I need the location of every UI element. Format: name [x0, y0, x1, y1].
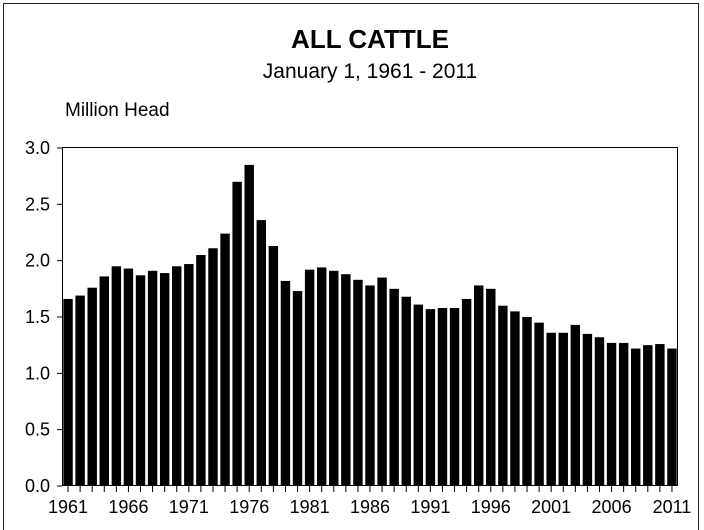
- y-tick-label: 0.5: [25, 420, 50, 440]
- bar-1967: [135, 275, 146, 486]
- bar-1984: [341, 274, 351, 486]
- x-tick-label: 1991: [410, 497, 450, 517]
- bar-1972: [196, 255, 206, 486]
- y-tick-label: 3.0: [25, 138, 50, 158]
- bar-2004: [582, 333, 593, 486]
- x-tick-label: 1961: [48, 497, 88, 517]
- y-tick-label: 2.5: [25, 194, 50, 214]
- bar-1992: [437, 307, 448, 486]
- bar-1982: [316, 267, 327, 486]
- bar-2006: [606, 342, 617, 486]
- bar-2000: [534, 322, 544, 486]
- bar-1981: [304, 269, 315, 486]
- bar-1994: [461, 298, 472, 486]
- bar-1963: [87, 287, 97, 486]
- bar-1973: [208, 248, 218, 486]
- bar-2003: [570, 324, 581, 486]
- chart-title: ALL CATTLE: [291, 24, 449, 54]
- y-tick-label: 1.5: [25, 307, 50, 327]
- y-tick-label: 2.0: [25, 251, 50, 271]
- bar-1987: [377, 277, 387, 486]
- bar-1969: [159, 273, 170, 486]
- bar-1986: [365, 285, 375, 486]
- x-tick-label: 1986: [350, 497, 390, 517]
- x-tick-label: 1981: [290, 497, 330, 517]
- bar-1993: [449, 307, 460, 486]
- bar-1990: [413, 304, 424, 486]
- bar-2007: [618, 342, 629, 486]
- bar-1966: [123, 268, 134, 486]
- bar-1978: [268, 246, 279, 486]
- x-axis: 1961 1966 1971 1976 1981 1986 1991 1996 2001 2006…: [48, 486, 691, 517]
- bar-1989: [401, 296, 411, 486]
- bar-1995: [474, 285, 484, 486]
- bar-1991: [425, 309, 436, 486]
- bar-1964: [99, 276, 109, 486]
- bar-1997: [498, 305, 508, 486]
- x-tick-label: 2001: [531, 497, 571, 517]
- bar-1977: [256, 220, 266, 487]
- bar-2009: [643, 345, 653, 486]
- bar-1965: [111, 266, 122, 486]
- bar-1983: [329, 270, 339, 486]
- x-tick-label: 1966: [108, 497, 148, 517]
- bar-1962: [75, 295, 85, 486]
- bar-2005: [594, 337, 605, 486]
- y-axis-label: Million Head: [65, 100, 170, 121]
- chart-subtitle: January 1, 1961 - 2011: [262, 60, 478, 83]
- y-axis: 0.0 0.5 1.0 1.5 2.0 2.5 3.0: [25, 138, 62, 496]
- bar-series: [63, 164, 677, 487]
- bar-1970: [172, 266, 182, 486]
- bar-2010: [655, 344, 665, 486]
- bar-1980: [292, 291, 303, 486]
- y-tick-label: 0.0: [25, 476, 50, 496]
- x-tick-label: 2006: [592, 497, 632, 517]
- chart-frame: [3, 3, 699, 530]
- bar-1979: [280, 280, 291, 486]
- bar-1968: [147, 270, 158, 486]
- bar-1961: [63, 298, 73, 486]
- y-tick-label: 1.0: [25, 363, 50, 383]
- bar-2011: [667, 348, 677, 486]
- x-tick-label: 1971: [169, 497, 209, 517]
- bar-1998: [510, 311, 520, 486]
- x-tick-label: 1996: [471, 497, 511, 517]
- bar-2001: [546, 332, 556, 486]
- bar-1985: [353, 279, 363, 486]
- bar-1975: [232, 181, 242, 487]
- bar-1974: [220, 233, 230, 486]
- bar-1996: [486, 288, 496, 486]
- bar-2008: [631, 348, 641, 486]
- bar-1988: [389, 288, 399, 486]
- bar-1976: [244, 164, 254, 486]
- bar-1999: [522, 317, 532, 486]
- bar-1971: [184, 264, 194, 486]
- x-tick-label: 2011: [653, 497, 692, 517]
- bar-2002: [558, 332, 568, 486]
- x-tick-label: 1976: [229, 497, 269, 517]
